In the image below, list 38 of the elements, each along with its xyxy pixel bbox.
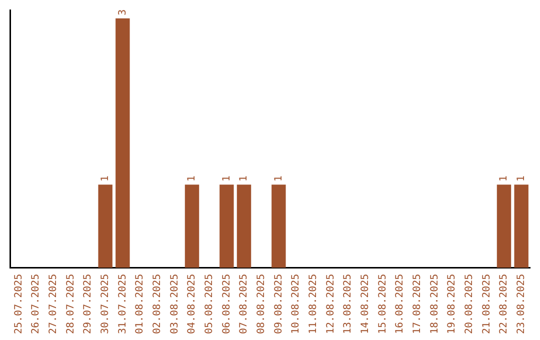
x-tick-label: 15.08.2025 bbox=[377, 274, 388, 334]
x-tick-label: 07.08.2025 bbox=[238, 274, 250, 334]
x-tick-label: 12.08.2025 bbox=[325, 274, 336, 334]
data-label: 1 bbox=[186, 176, 198, 182]
x-tick-label: 05.08.2025 bbox=[204, 274, 215, 334]
x-tick-label: 06.08.2025 bbox=[221, 274, 232, 334]
x-tick-label: 25.07.2025 bbox=[13, 274, 24, 334]
x-tick-label: 27.07.2025 bbox=[48, 274, 59, 334]
x-tick-label: 03.08.2025 bbox=[169, 274, 180, 334]
x-tick-label: 28.07.2025 bbox=[65, 274, 76, 334]
x-tick-label: 18.08.2025 bbox=[429, 274, 440, 334]
x-tick-label: 11.08.2025 bbox=[308, 274, 319, 334]
data-label: 1 bbox=[273, 176, 284, 182]
x-tick-label: 10.08.2025 bbox=[290, 274, 302, 334]
x-tick-label: 14.08.2025 bbox=[360, 274, 371, 334]
x-tick-label: 19.08.2025 bbox=[446, 274, 458, 334]
x-tick-label: 31.07.2025 bbox=[117, 274, 128, 334]
data-label: 1 bbox=[221, 176, 232, 182]
x-tick-label: 16.08.2025 bbox=[394, 274, 406, 334]
x-tick-label: 21.08.2025 bbox=[481, 274, 492, 334]
x-tick-label: 13.08.2025 bbox=[342, 274, 354, 334]
x-tick-label: 17.08.2025 bbox=[412, 274, 423, 334]
x-tick-label: 29.07.2025 bbox=[82, 274, 94, 334]
x-tick-label: 30.07.2025 bbox=[100, 274, 111, 334]
data-label: 1 bbox=[238, 176, 250, 182]
x-tick-label: 22.08.2025 bbox=[498, 274, 510, 334]
x-tick-label: 02.08.2025 bbox=[152, 274, 163, 334]
x-tick-label: 09.08.2025 bbox=[273, 274, 284, 334]
x-tick-label: 04.08.2025 bbox=[186, 274, 198, 334]
x-tick-label: 01.08.2025 bbox=[134, 274, 146, 334]
x-tick-label: 08.08.2025 bbox=[256, 274, 267, 334]
data-label: 3 bbox=[117, 9, 128, 16]
data-label: 1 bbox=[516, 176, 527, 182]
x-tick-label: 23.08.2025 bbox=[516, 274, 527, 334]
x-tick-label: 26.07.2025 bbox=[30, 274, 42, 334]
x-tick-label: 20.08.2025 bbox=[464, 274, 475, 334]
data-label: 1 bbox=[498, 176, 510, 182]
data-label: 1 bbox=[100, 176, 111, 182]
